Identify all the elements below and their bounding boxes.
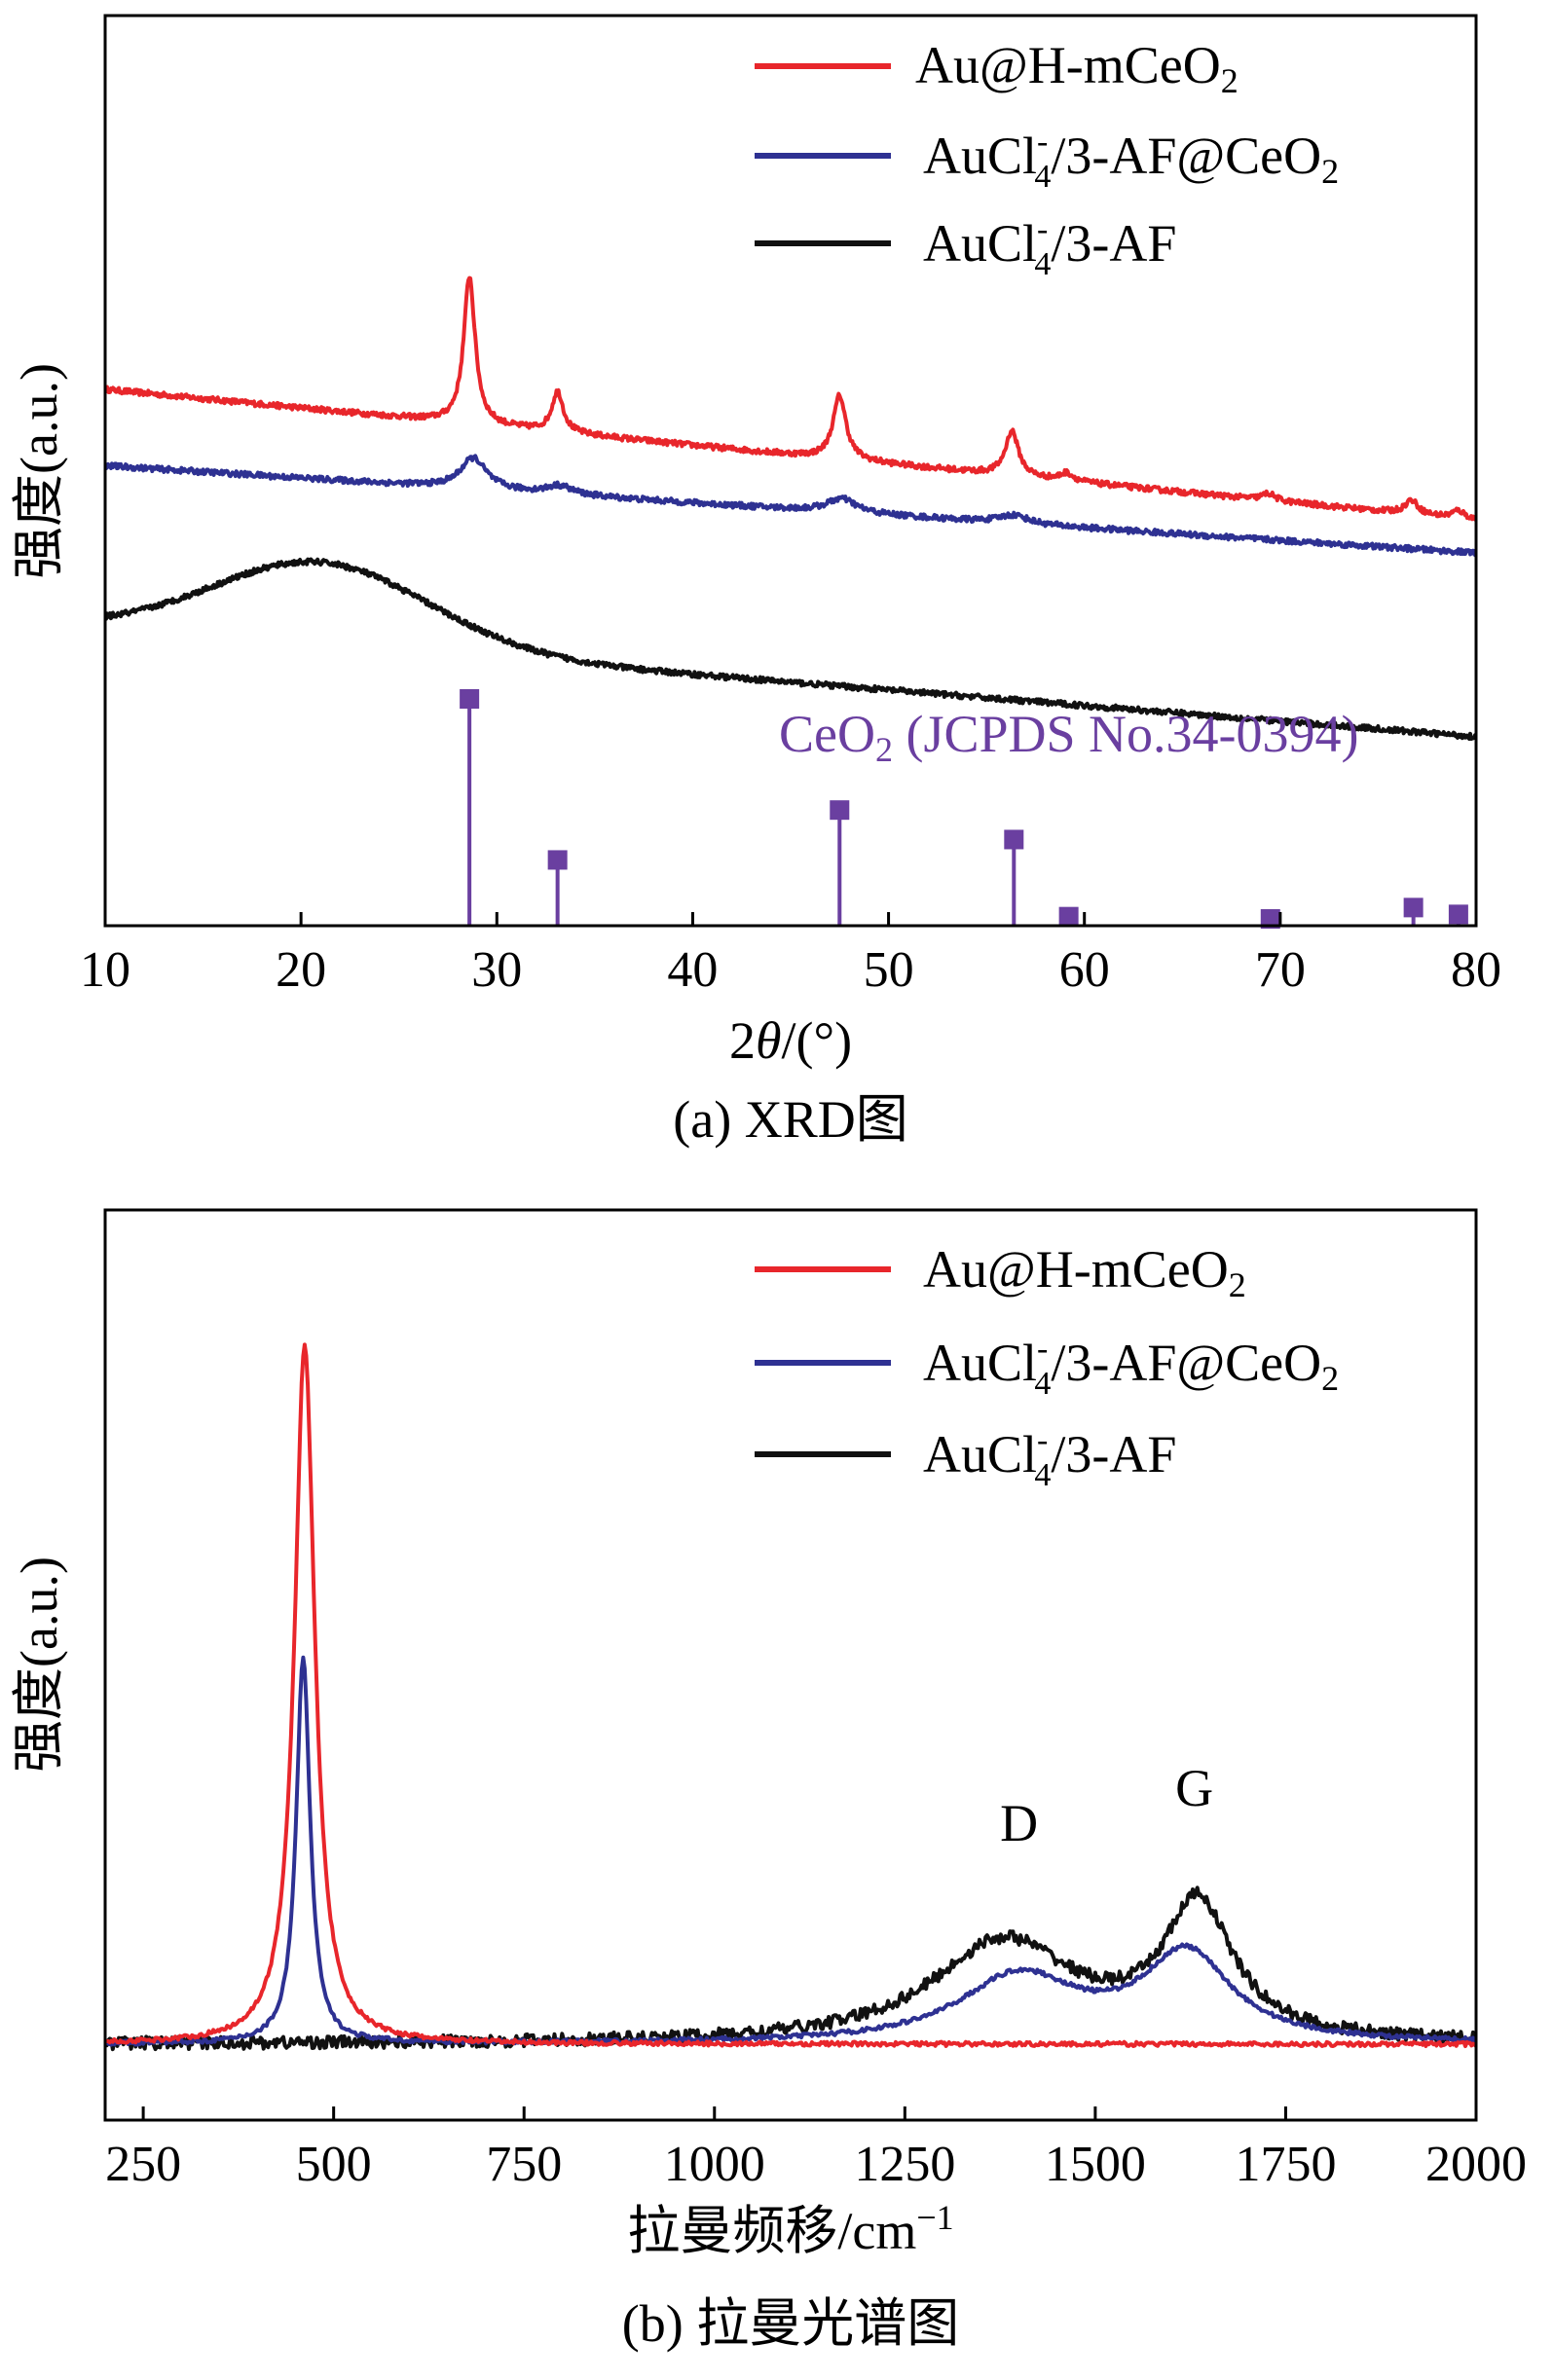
panel-b-frame — [103, 1208, 1478, 2122]
reference-marker — [547, 850, 568, 870]
peak-label-G: G — [1175, 1759, 1213, 1817]
series-line-Au@H-mCeO2 — [105, 1342, 1476, 2048]
caption-b: (b) 拉曼光谱图 — [622, 2294, 959, 2353]
legend-label-aucl4-3af-ceo2: AuCl-4/3-AF@CeO2 — [923, 124, 1339, 195]
x-tick-label: 2000 — [1425, 2137, 1527, 2192]
x-axis-ticks: 250 500 750 1000 1250 1500 1750 2000 — [105, 2106, 1527, 2192]
legend-label-au-h-mceo2: Au@H-mCeO2 — [923, 1240, 1246, 1304]
series-line-AuCl4-/3-AF — [105, 1886, 1476, 2052]
reference-marker — [1058, 906, 1079, 927]
reference-marker — [1403, 897, 1424, 918]
legend-label-aucl4-3af-ceo2: AuCl-4/3-AF@CeO2 — [923, 1331, 1339, 1402]
series-line-AuCl4-/3-AF — [105, 557, 1476, 741]
peak-label-D: D — [1000, 1794, 1038, 1852]
x-axis-label-b: 拉曼频移/cm−1 — [627, 2198, 953, 2260]
reference-marker — [1004, 829, 1024, 850]
xrd-curves — [105, 275, 1476, 741]
x-axis-ticks: 10 20 30 40 50 60 70 80 — [80, 912, 1501, 998]
x-tick-label: 20 — [276, 942, 326, 998]
legend-label-aucl4-3af: AuCl-4/3-AF — [923, 211, 1176, 282]
reference-marker — [1260, 909, 1280, 930]
reference-marker — [1448, 904, 1468, 925]
reference-sticks — [460, 689, 1468, 930]
x-tick-label: 10 — [80, 942, 130, 998]
x-tick-label: 50 — [864, 942, 914, 998]
raman-curves — [105, 1342, 1476, 2052]
panel-a: 10 20 30 40 50 60 70 80 Au@H-mCeO2 AuCl-4/3-AF@… — [10, 14, 1501, 1149]
x-tick-label: 1500 — [1045, 2137, 1146, 2192]
legend-label-aucl4-3af: AuCl-4/3-AF — [923, 1422, 1176, 1493]
x-tick-label: 250 — [105, 2137, 181, 2192]
x-tick-label: 750 — [486, 2137, 562, 2192]
x-tick-label: 500 — [296, 2137, 372, 2192]
reference-marker — [830, 800, 850, 821]
x-tick-label: 1000 — [664, 2137, 765, 2192]
y-axis-label-a: 强度(a.u.) — [10, 363, 68, 579]
x-tick-label: 80 — [1451, 942, 1501, 998]
legend-label-au-h-mceo2: Au@H-mCeO2 — [915, 36, 1239, 100]
legend: Au@H-mCeO2 AuCl-4/3-AF@CeO2 AuCl-4/3-AF — [755, 1240, 1339, 1493]
series-line-AuCl4-/3-AF@CeO2 — [105, 454, 1476, 558]
series-line-AuCl4-/3-AF@CeO2 — [105, 1655, 1476, 2047]
x-tick-label: 40 — [667, 942, 718, 998]
series-line-Au@H-mCeO2 — [105, 275, 1476, 522]
peak-labels: DG — [1000, 1759, 1213, 1852]
panel-a-frame — [103, 14, 1478, 928]
x-tick-label: 1750 — [1235, 2137, 1336, 2192]
x-tick-label: 1250 — [854, 2137, 955, 2192]
reference-label: CeO2 (JCPDS No.34-0394) — [779, 705, 1359, 769]
x-tick-label: 60 — [1059, 942, 1110, 998]
y-axis-label-b: 强度(a.u.) — [10, 1556, 68, 1773]
reference-marker — [460, 689, 480, 709]
x-tick-label: 30 — [471, 942, 522, 998]
x-axis-label-a: 2θ/(°) — [729, 1011, 852, 1070]
legend: Au@H-mCeO2 AuCl-4/3-AF@CeO2 AuCl-4/3-AF — [755, 36, 1339, 282]
caption-a: (a) XRD图 — [673, 1090, 907, 1149]
panel-b: 250 500 750 1000 1250 1500 1750 2000 DG Au@H-mC… — [10, 1208, 1527, 2353]
x-tick-label: 70 — [1255, 942, 1306, 998]
